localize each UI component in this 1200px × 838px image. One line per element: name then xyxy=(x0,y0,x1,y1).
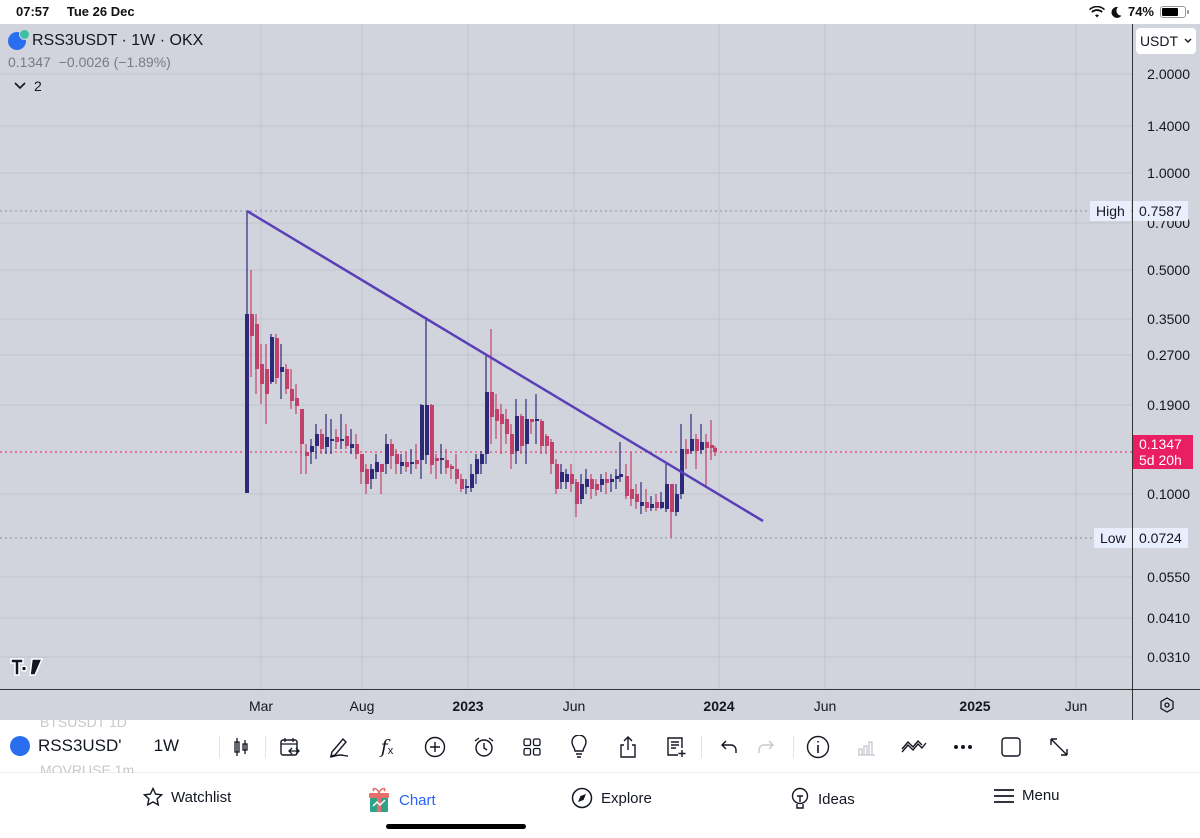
home-indicator[interactable] xyxy=(386,824,526,829)
rss3-coin-icon xyxy=(10,736,30,756)
battery-percent: 74% xyxy=(1127,4,1154,19)
price-tick: 0.0310 xyxy=(1147,649,1190,665)
chevron-down-icon xyxy=(1184,38,1192,43)
interval-label[interactable]: 1W xyxy=(153,736,180,755)
bar-chart-icon xyxy=(853,734,879,760)
high-label-tag: High xyxy=(1090,201,1131,221)
undo-icon[interactable] xyxy=(716,734,742,760)
status-date: Tue 26 Dec xyxy=(66,4,135,19)
alarm-clock-icon[interactable] xyxy=(471,734,497,760)
symbol-title[interactable]: RSS3USDT · 1W · OKX xyxy=(32,32,204,49)
battery-icon xyxy=(1160,5,1189,18)
layout-grid-icon[interactable] xyxy=(519,734,545,760)
high-label: High xyxy=(1096,203,1125,219)
lightbulb-icon xyxy=(791,787,809,809)
gift-chart-icon xyxy=(369,787,389,812)
info-icon[interactable] xyxy=(805,734,831,760)
tab-explore[interactable]: Explore xyxy=(571,787,652,809)
tab-label: Menu xyxy=(1022,787,1060,804)
indicator-count: 2 xyxy=(34,78,42,94)
square-layout-icon[interactable] xyxy=(998,734,1024,760)
tab-label: Explore xyxy=(601,789,652,807)
moon-icon xyxy=(1111,6,1122,18)
add-note-icon[interactable] xyxy=(663,734,689,760)
lightbulb-icon[interactable] xyxy=(566,734,592,760)
drawing-pen-icon[interactable] xyxy=(326,734,352,760)
compass-icon xyxy=(571,787,593,809)
date-range-icon[interactable] xyxy=(277,734,303,760)
tab-label: Chart xyxy=(399,791,436,809)
low-label-tag: Low xyxy=(1094,528,1132,548)
chart-plot[interactable]: RSS3USDT · 1W · OKX 0.1347 −0.0026 (−1.8… xyxy=(0,24,1132,689)
legend-last-price: 0.1347 xyxy=(8,54,51,70)
tab-menu[interactable]: Menu xyxy=(994,787,1060,804)
wifi-icon xyxy=(1088,5,1105,17)
price-tick: 0.0410 xyxy=(1147,610,1190,626)
fullscreen-expand-icon[interactable] xyxy=(1046,734,1072,760)
price-tick: 0.2700 xyxy=(1147,347,1190,363)
price-tick: 1.0000 xyxy=(1147,165,1190,181)
currency-select[interactable]: USDT xyxy=(1136,28,1196,54)
high-value: 0.7587 xyxy=(1139,203,1182,219)
tab-label: Ideas xyxy=(818,790,855,808)
symbol-name: RSS3USD' xyxy=(38,736,122,755)
bottom-tab-bar: Watchlist Chart Explore Ideas Menu xyxy=(0,773,1200,838)
price-tick: 0.0550 xyxy=(1147,569,1190,585)
price-tick: 0.3500 xyxy=(1147,311,1190,327)
tradingview-logo[interactable] xyxy=(10,657,44,683)
more-options-icon[interactable] xyxy=(950,734,976,760)
tab-chart[interactable]: Chart xyxy=(367,787,436,813)
indicators-toggle[interactable]: 2 xyxy=(14,78,203,94)
time-tick: Jun xyxy=(562,698,586,714)
compare-lines-icon[interactable] xyxy=(901,734,927,760)
price-tick: 0.5000 xyxy=(1147,262,1190,278)
symbol-ghost-below: MOVRUSE 1m xyxy=(40,762,135,773)
tab-ideas[interactable]: Ideas xyxy=(790,787,855,811)
time-tick: 2023 xyxy=(452,698,484,714)
chart-settings-button[interactable] xyxy=(1132,689,1200,720)
last-price-tag: 0.1347 5d 20h xyxy=(1133,435,1193,469)
low-value-tag: 0.0724 xyxy=(1133,528,1188,548)
add-plus-circle-icon[interactable] xyxy=(422,734,448,760)
high-value-tag: 0.7587 xyxy=(1133,201,1188,221)
last-price-value: 0.1347 xyxy=(1139,436,1182,452)
chart-legend: RSS3USDT · 1W · OKX 0.1347 −0.0026 (−1.8… xyxy=(8,29,204,94)
star-icon xyxy=(143,787,163,807)
price-tick: 0.1900 xyxy=(1147,397,1190,413)
time-tick: Jun xyxy=(1064,698,1088,714)
price-tick: 1.4000 xyxy=(1147,118,1190,134)
status-bar: 07:57 Tue 26 Dec 74% xyxy=(0,0,1200,24)
low-label: Low xyxy=(1100,530,1126,546)
currency-value: USDT xyxy=(1139,33,1179,49)
chevron-down-icon xyxy=(14,82,26,90)
chart-area[interactable]: RSS3USDT · 1W · OKX 0.1347 −0.0026 (−1.8… xyxy=(0,24,1200,720)
price-tick: 2.0000 xyxy=(1147,66,1190,82)
redo-icon[interactable] xyxy=(753,734,779,760)
legend-change: −0.0026 (−1.89%) xyxy=(58,54,171,70)
time-axis[interactable]: Mar Aug 2023 Jun 2024 Jun 2025 Jun xyxy=(0,689,1132,720)
settings-hex-icon xyxy=(1159,697,1174,713)
time-tick: Jun xyxy=(813,698,837,714)
hamburger-icon xyxy=(994,788,1014,803)
symbol-ghost-above: BTSUSDT 1D xyxy=(40,720,127,730)
tab-watchlist[interactable]: Watchlist xyxy=(143,787,231,807)
time-tick: 2025 xyxy=(959,698,991,714)
time-tick: Mar xyxy=(248,698,274,714)
bar-countdown: 5d 20h xyxy=(1139,452,1182,468)
candlestick-type-icon[interactable] xyxy=(228,734,254,760)
time-tick: 2024 xyxy=(703,698,735,714)
price-tick: 0.1000 xyxy=(1147,486,1190,502)
symbol-switcher[interactable]: BTSUSDT 1D RSS3USD' 1W MOVRUSE 1m xyxy=(10,720,220,773)
status-time: 07:57 xyxy=(16,4,50,19)
tab-label: Watchlist xyxy=(171,788,232,806)
rss3-coin-icon xyxy=(8,29,30,50)
low-value: 0.0724 xyxy=(1139,530,1182,546)
share-icon[interactable] xyxy=(615,734,641,760)
price-axis[interactable]: 2.0000 1.4000 1.0000 0.7000 0.5000 0.350… xyxy=(1132,24,1200,689)
time-tick: Aug xyxy=(349,698,375,714)
